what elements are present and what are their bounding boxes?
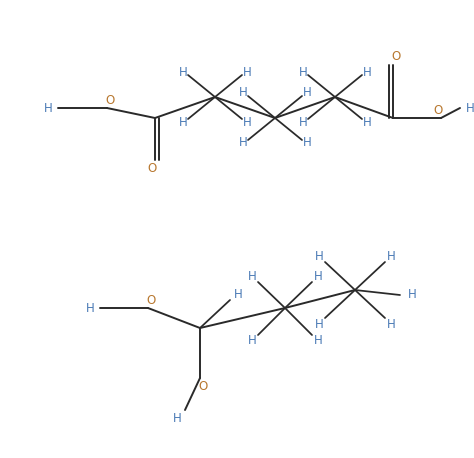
Text: H: H xyxy=(315,317,323,331)
Text: H: H xyxy=(315,250,323,262)
Text: H: H xyxy=(465,102,474,114)
Text: H: H xyxy=(243,115,251,129)
Text: O: O xyxy=(147,162,156,174)
Text: H: H xyxy=(387,250,395,262)
Text: H: H xyxy=(408,289,416,301)
Text: H: H xyxy=(363,115,371,129)
Text: H: H xyxy=(299,65,307,78)
Text: H: H xyxy=(363,65,371,78)
Text: H: H xyxy=(314,269,322,283)
Text: O: O xyxy=(199,380,208,393)
Text: O: O xyxy=(146,294,155,306)
Text: H: H xyxy=(238,87,247,99)
Text: O: O xyxy=(392,50,401,64)
Text: H: H xyxy=(44,102,52,114)
Text: H: H xyxy=(247,269,256,283)
Text: H: H xyxy=(314,334,322,348)
Text: O: O xyxy=(433,104,443,116)
Text: H: H xyxy=(247,334,256,348)
Text: H: H xyxy=(179,115,187,129)
Text: H: H xyxy=(387,317,395,331)
Text: H: H xyxy=(234,289,242,301)
Text: O: O xyxy=(105,93,115,107)
Text: H: H xyxy=(299,115,307,129)
Text: H: H xyxy=(302,136,311,149)
Text: H: H xyxy=(86,301,94,315)
Text: H: H xyxy=(243,65,251,78)
Text: H: H xyxy=(302,87,311,99)
Text: H: H xyxy=(238,136,247,149)
Text: H: H xyxy=(179,65,187,78)
Text: H: H xyxy=(173,411,182,425)
